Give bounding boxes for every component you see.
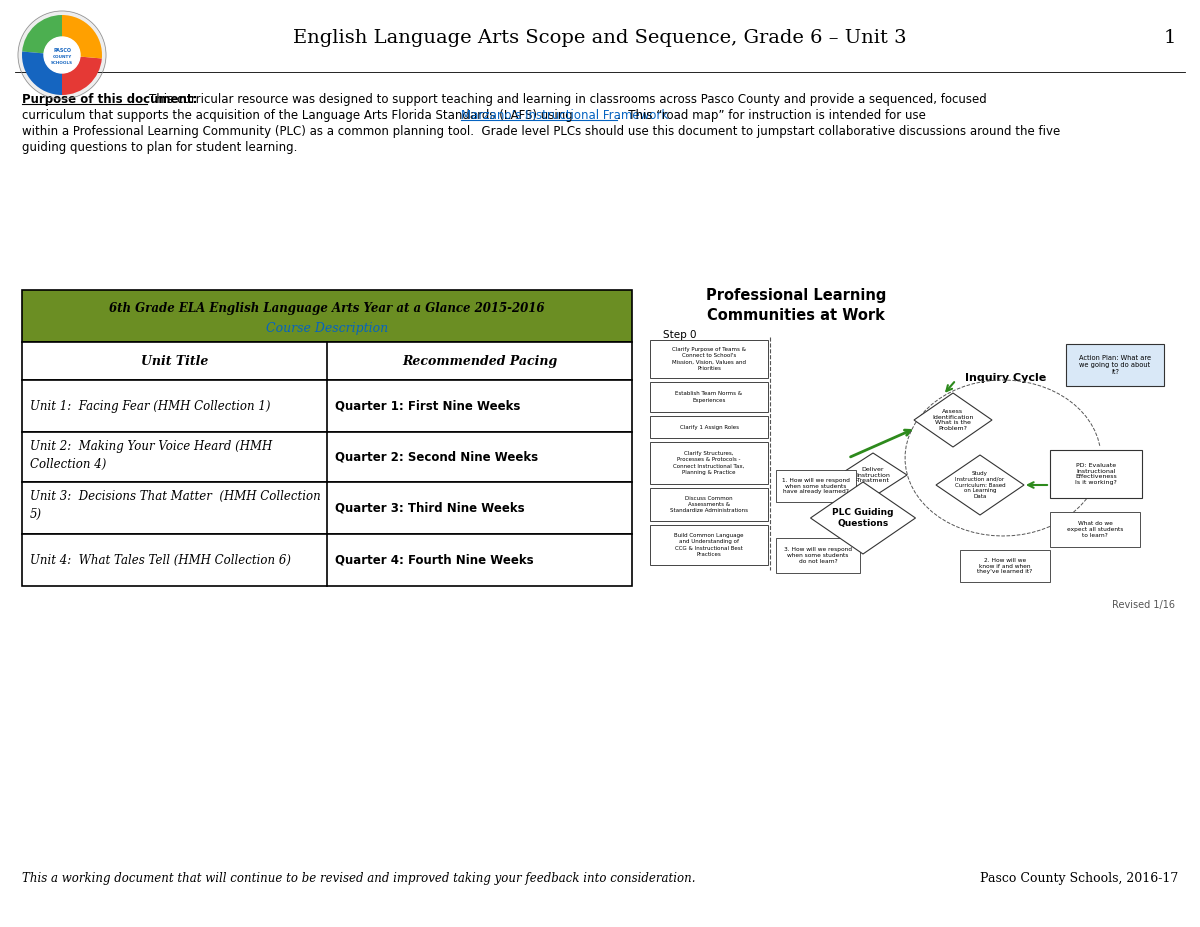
Circle shape: [44, 37, 80, 73]
Bar: [650, 382, 768, 412]
Text: Discuss Common
Assessments &
Standardize Administrations: Discuss Common Assessments & Standardize…: [670, 496, 748, 514]
Text: Quarter 4: Fourth Nine Weeks: Quarter 4: Fourth Nine Weeks: [335, 553, 534, 566]
Text: Clarify 1 Assign Roles: Clarify 1 Assign Roles: [679, 425, 738, 429]
Text: within a Professional Learning Community (PLC) as a common planning tool.  Grade: within a Professional Learning Community…: [22, 125, 1061, 138]
Text: English Language Arts Scope and Sequence, Grade 6 – Unit 3: English Language Arts Scope and Sequence…: [293, 29, 907, 47]
Bar: [1050, 512, 1140, 547]
Polygon shape: [810, 482, 916, 554]
Text: curriculum that supports the acquisition of the Language Arts Florida Standards : curriculum that supports the acquisition…: [22, 109, 576, 122]
Text: Quarter 3: Third Nine Weeks: Quarter 3: Third Nine Weeks: [335, 502, 524, 514]
Bar: [22, 432, 632, 482]
Text: .  This “road map” for instruction is intended for use: . This “road map” for instruction is int…: [617, 109, 925, 122]
Text: Unit 2:  Making Your Voice Heard (HMH: Unit 2: Making Your Voice Heard (HMH: [30, 439, 272, 452]
Text: Pasco County Schools, 2016-17: Pasco County Schools, 2016-17: [979, 872, 1178, 885]
Text: Deliver
Instruction
-Treatment: Deliver Instruction -Treatment: [856, 466, 890, 483]
Text: Unit Title: Unit Title: [140, 354, 208, 367]
Bar: [650, 416, 768, 438]
Text: SCHOOLS: SCHOOLS: [50, 61, 73, 65]
Bar: [22, 290, 632, 342]
Polygon shape: [839, 453, 907, 497]
Text: This curricular resource was designed to support teaching and learning in classr: This curricular resource was designed to…: [149, 93, 986, 106]
Text: 3. How will we respond
when some students
do not learn?: 3. How will we respond when some student…: [784, 547, 852, 564]
Bar: [1050, 450, 1142, 498]
Text: PLC Guiding
Questions: PLC Guiding Questions: [833, 508, 894, 527]
Text: Marzano’s Instructional Framework: Marzano’s Instructional Framework: [461, 109, 668, 122]
Text: PD: Evaluate
Instructional
Effectiveness
Is it working?: PD: Evaluate Instructional Effectiveness…: [1075, 463, 1117, 485]
Wedge shape: [62, 55, 102, 95]
Bar: [22, 342, 632, 380]
Text: Action Plan: What are
we going to do about
it?: Action Plan: What are we going to do abo…: [1079, 355, 1151, 375]
Bar: [1066, 344, 1164, 386]
Text: Professional Learning
Communities at Work: Professional Learning Communities at Wor…: [706, 288, 886, 323]
Text: 6th Grade ELA English Language Arts Year at a Glance 2015-2016: 6th Grade ELA English Language Arts Year…: [109, 301, 545, 314]
Bar: [650, 442, 768, 484]
Text: 1: 1: [1164, 29, 1176, 47]
Text: This a working document that will continue to be revised and improved taking you: This a working document that will contin…: [22, 872, 696, 885]
Text: Purpose of this document:: Purpose of this document:: [22, 93, 197, 106]
Text: 2. How will we
know if and when
they've learned it?: 2. How will we know if and when they've …: [977, 558, 1033, 575]
Text: Clarify Purpose of Teams &
Connect to School's
Mission, Vision, Values and
Prior: Clarify Purpose of Teams & Connect to Sc…: [672, 348, 746, 371]
Text: Revised 1/16: Revised 1/16: [1112, 600, 1175, 610]
Bar: [22, 534, 632, 586]
Text: Unit 3:  Decisions That Matter  (HMH Collection: Unit 3: Decisions That Matter (HMH Colle…: [30, 489, 320, 502]
Text: guiding questions to plan for student learning.: guiding questions to plan for student le…: [22, 141, 298, 154]
Text: Collection 4): Collection 4): [30, 458, 107, 471]
Text: Quarter 2: Second Nine Weeks: Quarter 2: Second Nine Weeks: [335, 451, 538, 464]
Text: Quarter 1: First Nine Weeks: Quarter 1: First Nine Weeks: [335, 400, 521, 413]
Text: Unit 4:  What Tales Tell (HMH Collection 6): Unit 4: What Tales Tell (HMH Collection …: [30, 553, 292, 566]
Text: Course Description: Course Description: [266, 322, 388, 335]
Bar: [650, 488, 768, 521]
Text: Inquiry Cycle: Inquiry Cycle: [965, 373, 1046, 383]
Bar: [22, 380, 632, 432]
Wedge shape: [22, 52, 62, 95]
Text: Build Common Language
and Understanding of
CCG & Instructional Best
Practices: Build Common Language and Understanding …: [674, 533, 744, 557]
Text: Study
Instruction and/or
Curriculum: Based
on Learning
Data: Study Instruction and/or Curriculum: Bas…: [955, 471, 1006, 499]
Text: Unit 1:  Facing Fear (HMH Collection 1): Unit 1: Facing Fear (HMH Collection 1): [30, 400, 270, 413]
Text: Assess
Identification
What is the
Problem?: Assess Identification What is the Proble…: [932, 409, 973, 431]
Text: Recommended Pacing: Recommended Pacing: [402, 354, 557, 367]
Wedge shape: [62, 15, 102, 58]
Text: PASCO: PASCO: [53, 47, 71, 53]
Circle shape: [18, 11, 106, 99]
Bar: [650, 340, 768, 378]
Text: What do we
expect all students
to learn?: What do we expect all students to learn?: [1067, 521, 1123, 538]
Bar: [776, 470, 856, 502]
Wedge shape: [22, 15, 62, 55]
Polygon shape: [936, 455, 1024, 515]
Bar: [776, 538, 860, 573]
Text: Clarify Structures,
Processes & Protocols -
Connect Instructional Tax,
Planning : Clarify Structures, Processes & Protocol…: [673, 451, 745, 475]
Bar: [650, 525, 768, 565]
Text: 1. How will we respond
when some students
have already learned?: 1. How will we respond when some student…: [782, 477, 850, 494]
Text: Establish Team Norms &
Experiences: Establish Team Norms & Experiences: [676, 391, 743, 402]
Text: 5): 5): [30, 507, 42, 520]
Polygon shape: [914, 393, 992, 447]
Bar: [960, 550, 1050, 582]
Text: Step 0: Step 0: [664, 330, 697, 340]
Bar: [22, 482, 632, 534]
Text: COUNTY: COUNTY: [53, 55, 72, 59]
